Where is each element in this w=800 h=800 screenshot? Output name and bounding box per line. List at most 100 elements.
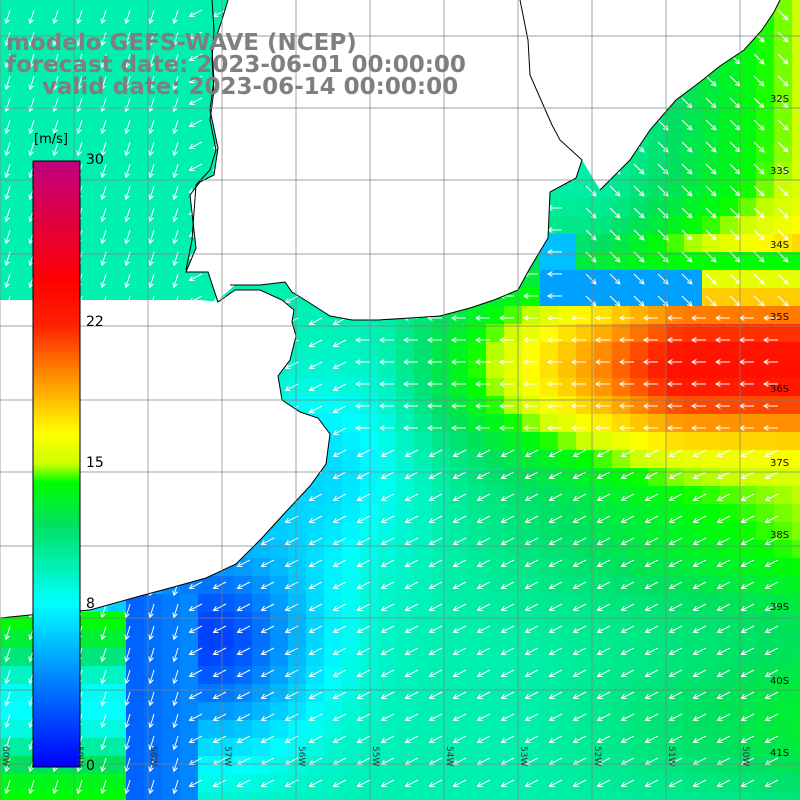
wind-arrow (428, 471, 443, 479)
wind-arrow (644, 647, 659, 655)
wind-arrow (498, 403, 514, 409)
model-title: modelo GEFS-WAVE (NCEP) (6, 30, 357, 56)
wind-cell (108, 54, 127, 73)
wind-cell (450, 594, 469, 613)
wind-cell (342, 360, 361, 379)
wind-cell (306, 306, 325, 325)
wind-cell (18, 54, 37, 73)
wind-cell (234, 720, 253, 739)
wind-arrow (762, 315, 778, 321)
wind-cell (486, 432, 505, 451)
wind-cell (612, 666, 631, 685)
wind-arrow (260, 691, 275, 699)
wind-cell (612, 792, 631, 800)
wind-cell (558, 756, 577, 775)
wind-cell (414, 576, 433, 595)
wind-cell (738, 270, 757, 289)
wind-cell (234, 612, 253, 631)
wind-arrow (124, 603, 131, 619)
wind-cell (558, 378, 577, 397)
wind-cell (774, 288, 793, 307)
wind-arrow (404, 669, 419, 677)
wind-arrow (172, 647, 179, 663)
wind-cell (36, 774, 55, 793)
wind-arrow (777, 273, 789, 285)
wind-cell (684, 198, 703, 217)
wind-cell (396, 342, 415, 361)
wind-arrow (452, 647, 467, 655)
wind-cell (396, 594, 415, 613)
wind-arrow (524, 669, 539, 677)
wind-cell (162, 666, 181, 685)
wind-arrow (356, 779, 371, 787)
wind-arrow (474, 403, 490, 409)
wind-cell (792, 396, 800, 415)
wind-arrow (404, 713, 419, 721)
wind-cell (36, 36, 55, 55)
wind-arrow (668, 471, 683, 479)
wind-cell (792, 666, 800, 685)
wind-cell (324, 666, 343, 685)
wind-arrow (633, 185, 645, 197)
wind-arrow (716, 669, 731, 677)
wind-cell (144, 234, 163, 253)
wind-cell (180, 90, 199, 109)
wind-cell (792, 234, 800, 253)
wind-arrow (777, 185, 789, 197)
wind-cell (774, 126, 793, 145)
wind-cell (558, 432, 577, 451)
wind-cell (324, 522, 343, 541)
wind-cell (720, 180, 739, 199)
wind-arrow (572, 713, 587, 721)
wind-arrow (596, 471, 611, 479)
wind-cell (738, 144, 757, 163)
wind-cell (540, 612, 559, 631)
wind-cell (774, 540, 793, 559)
wind-cell (792, 198, 800, 217)
wind-cell (414, 342, 433, 361)
wind-arrow (498, 425, 514, 431)
wind-arrow (524, 493, 539, 501)
wind-cell (486, 558, 505, 577)
wind-cell (522, 540, 541, 559)
wind-cell (774, 792, 793, 800)
wind-cell (792, 306, 800, 325)
wind-arrow (716, 757, 731, 765)
wind-cell (504, 630, 523, 649)
wind-cell (522, 756, 541, 775)
wind-cell (126, 234, 145, 253)
wind-cell (504, 342, 523, 361)
wind-arrow (570, 403, 586, 409)
wind-cell (144, 630, 163, 649)
wind-cell (324, 630, 343, 649)
wind-arrow (620, 625, 635, 633)
wind-cell (684, 378, 703, 397)
wind-cell (720, 234, 739, 253)
wind-arrow (260, 625, 275, 633)
wind-cell (738, 126, 757, 145)
wind-cell (792, 18, 800, 37)
wind-cell (558, 774, 577, 793)
wind-cell (324, 756, 343, 775)
wind-cell (702, 162, 721, 181)
wind-cell (108, 738, 127, 757)
wind-cell (756, 432, 775, 451)
wind-cell (288, 666, 307, 685)
wind-arrow (596, 625, 611, 633)
wind-cell (306, 648, 325, 667)
wind-arrow (740, 581, 755, 589)
wind-cell (36, 126, 55, 145)
wind-arrow (428, 713, 443, 721)
wind-arrow (172, 141, 179, 157)
wind-cell (720, 774, 739, 793)
wind-arrow (668, 779, 683, 787)
wind-cell (468, 594, 487, 613)
wind-arrow (188, 53, 203, 61)
wind-arrow (681, 119, 693, 131)
wind-cell (684, 504, 703, 523)
wind-cell (720, 702, 739, 721)
wind-cell (738, 198, 757, 217)
wind-arrow (764, 581, 779, 589)
wind-arrow (404, 779, 419, 787)
wind-arrow (28, 75, 35, 91)
